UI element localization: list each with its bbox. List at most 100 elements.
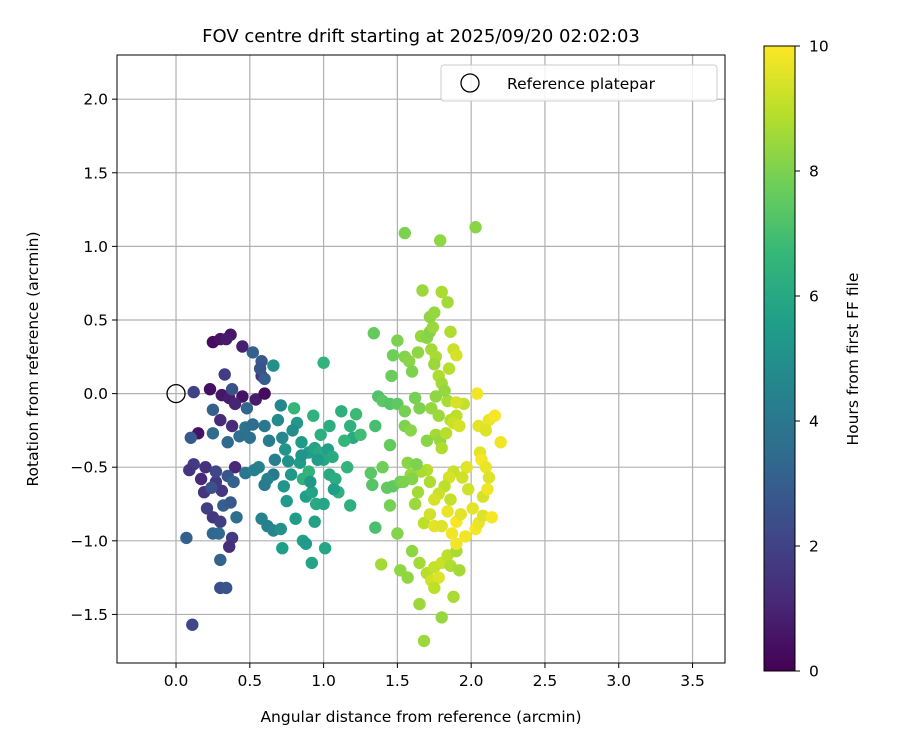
data-point	[228, 397, 242, 411]
data-point	[295, 436, 308, 449]
data-point	[305, 486, 318, 499]
data-point	[369, 521, 382, 534]
y-tick-label: 2.0	[83, 91, 108, 109]
y-tick-label: −1.5	[70, 606, 108, 624]
data-point	[243, 431, 256, 444]
data-point	[302, 465, 315, 478]
data-point	[262, 434, 276, 447]
legend-label: Reference platepar	[507, 75, 656, 93]
data-point	[212, 527, 225, 540]
data-point	[323, 419, 336, 433]
data-point	[438, 384, 451, 397]
data-point	[411, 486, 425, 499]
data-point	[429, 390, 442, 403]
chart-title: FOV centre drift starting at 2025/09/20 …	[202, 26, 640, 47]
data-point	[453, 419, 466, 433]
data-point	[354, 428, 367, 441]
data-point	[206, 403, 220, 416]
data-point	[282, 455, 295, 468]
data-point	[274, 399, 287, 412]
data-point	[267, 359, 280, 372]
data-point	[304, 475, 317, 489]
data-point	[307, 409, 320, 422]
data-point	[469, 221, 482, 234]
y-tick-label: 0.0	[83, 385, 108, 403]
data-point	[413, 402, 426, 415]
data-point	[450, 396, 463, 409]
data-point	[305, 556, 318, 570]
data-point	[199, 461, 212, 474]
data-point	[194, 472, 208, 486]
colorbar-tick-label: 0	[809, 663, 819, 681]
data-point	[223, 540, 236, 553]
data-point	[214, 413, 227, 427]
data-point	[271, 413, 285, 427]
data-point	[326, 450, 339, 464]
x-tick-label: 3.5	[680, 672, 705, 690]
data-point	[284, 468, 298, 481]
data-point	[233, 430, 246, 443]
data-point	[246, 346, 259, 359]
plot-frame	[116, 54, 726, 664]
data-point	[423, 508, 437, 521]
data-point	[398, 405, 411, 418]
data-point	[413, 597, 426, 611]
data-point	[214, 515, 227, 528]
data-point	[184, 431, 197, 444]
data-point	[224, 496, 237, 509]
data-point	[215, 484, 228, 497]
data-point	[391, 334, 404, 347]
data-point	[482, 471, 496, 484]
data-point	[286, 424, 299, 437]
data-point	[366, 478, 379, 492]
data-point	[209, 465, 223, 478]
data-point	[417, 634, 431, 648]
x-tick-label: 2.5	[533, 672, 558, 690]
data-point	[329, 472, 342, 486]
data-point	[258, 419, 271, 433]
data-point	[277, 480, 290, 493]
data-point	[450, 349, 463, 362]
x-tick-label: 2.0	[459, 672, 484, 690]
data-point	[444, 493, 457, 506]
data-point	[434, 234, 447, 247]
data-point	[454, 508, 467, 521]
data-point	[428, 358, 441, 371]
data-point	[258, 372, 271, 386]
data-point	[376, 461, 389, 474]
colorbar-gradient	[764, 46, 795, 671]
data-point	[276, 431, 289, 444]
data-point	[413, 556, 426, 570]
data-point	[420, 434, 434, 447]
data-point	[426, 321, 439, 334]
colorbar-label: Hours from first FF file	[844, 273, 862, 446]
data-point	[398, 226, 411, 240]
scatter-points	[180, 221, 507, 648]
data-point	[220, 581, 233, 595]
data-point	[417, 516, 431, 530]
data-point	[248, 463, 261, 477]
y-tick-label: 0.5	[83, 311, 108, 329]
y-axis-ticks: −1.5 −1.0 −0.5 0.0 0.5 1.0 1.5 2.0	[70, 91, 117, 624]
data-point	[206, 427, 220, 440]
data-point	[230, 511, 243, 524]
reference-platepar-marker	[166, 383, 186, 404]
data-point	[214, 553, 227, 567]
data-point	[435, 519, 448, 533]
data-point	[391, 527, 404, 540]
x-tick-label: 0.5	[237, 672, 262, 690]
data-point	[428, 581, 441, 595]
data-point	[240, 402, 254, 415]
data-point	[435, 285, 448, 299]
data-point	[317, 497, 330, 511]
data-point	[439, 427, 453, 440]
data-point	[287, 402, 301, 415]
data-point	[338, 434, 351, 447]
data-point	[246, 418, 259, 431]
data-point	[369, 419, 382, 433]
data-point	[268, 453, 282, 466]
data-point	[408, 391, 422, 405]
x-axis-ticks: 0.0 0.5 1.0 1.5 2.0 2.5 3.0 3.5	[164, 663, 705, 690]
data-point	[494, 436, 507, 449]
